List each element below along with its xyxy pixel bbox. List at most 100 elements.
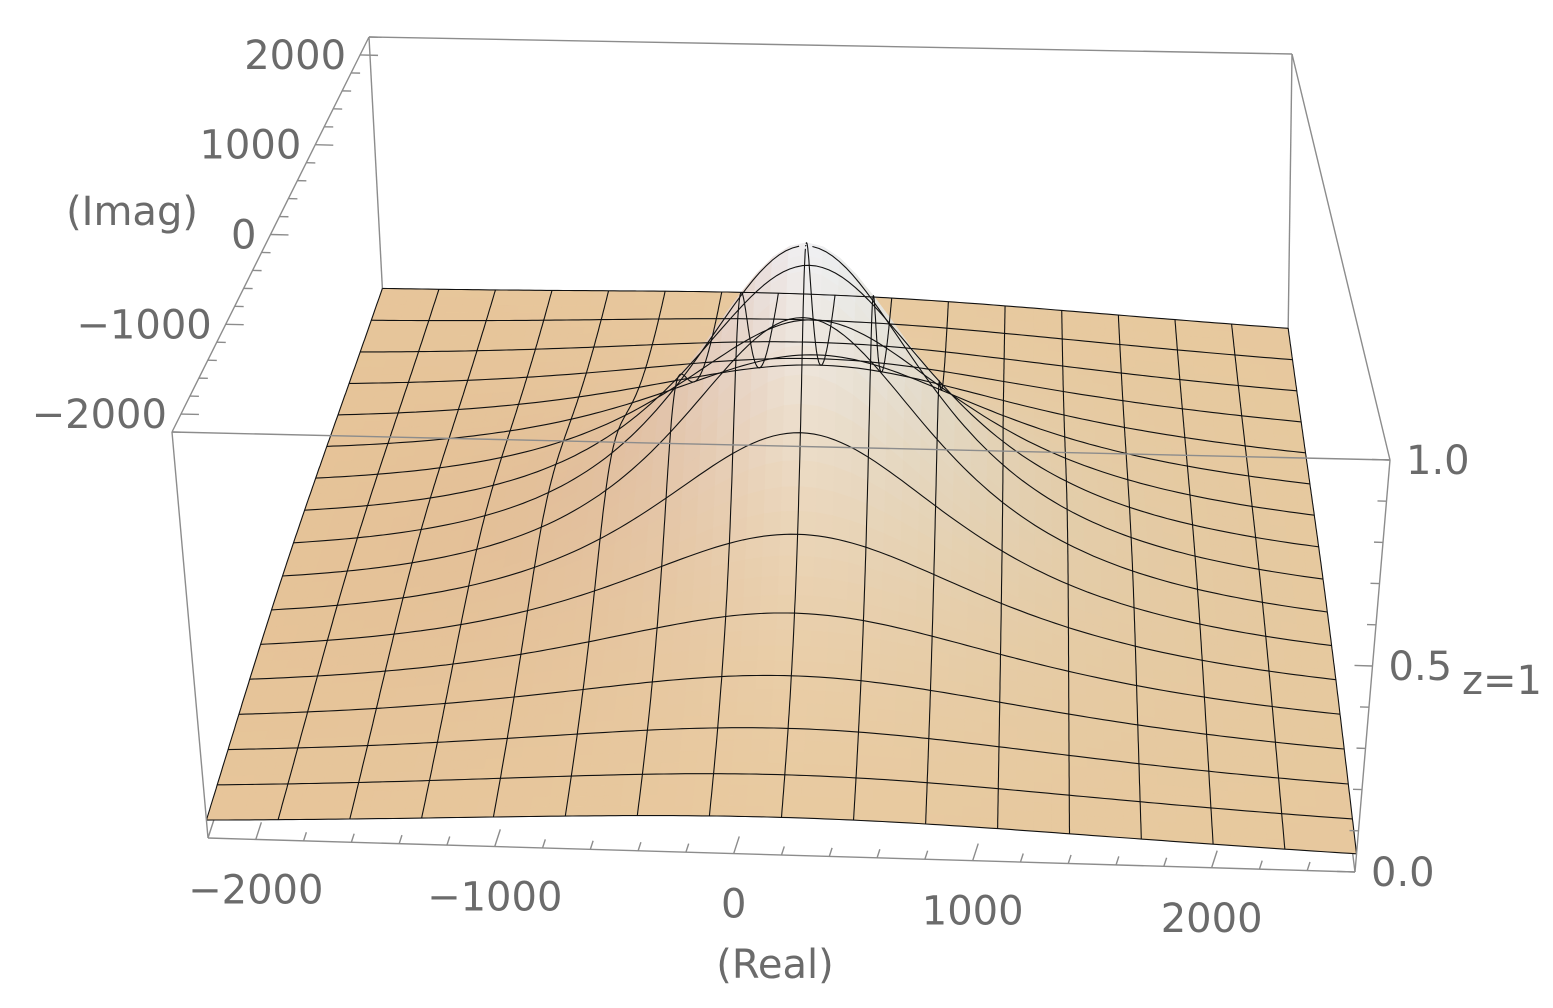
- surface-patch: [641, 326, 657, 333]
- surface-patch: [766, 434, 784, 465]
- surface-patch: [442, 799, 462, 809]
- surface-patch: [560, 305, 576, 312]
- surface-patch: [605, 298, 621, 305]
- surface-patch: [765, 461, 783, 490]
- surface-patch: [580, 699, 599, 712]
- surface-patch: [742, 614, 760, 632]
- surface-patch: [756, 675, 774, 689]
- surface-patch: [811, 614, 829, 632]
- surface-patch: [791, 661, 809, 676]
- surface-patch: [333, 737, 353, 747]
- surface-patch: [1266, 830, 1285, 840]
- surface-patch: [666, 705, 685, 718]
- surface-patch: [836, 809, 855, 820]
- surface-patch: [561, 354, 578, 362]
- surface-patch: [471, 739, 490, 750]
- surface-patch: [350, 736, 370, 746]
- surface-patch: [601, 312, 617, 319]
- surface-patch: [403, 734, 422, 744]
- surface-patch: [815, 513, 833, 539]
- x-minor-tick: [1020, 854, 1023, 863]
- surface-patch: [614, 319, 630, 326]
- surface-patch: [341, 773, 361, 783]
- surface-patch: [720, 292, 736, 299]
- surface-patch: [652, 667, 671, 682]
- frame-edge-back-7: [1292, 54, 1390, 460]
- surface-patch: [1105, 818, 1123, 829]
- surface-patch: [802, 318, 820, 349]
- surface-patch: [581, 334, 597, 341]
- surface-patch: [650, 693, 669, 707]
- surface-patch: [649, 291, 665, 298]
- surface-patch: [531, 356, 548, 364]
- surface-patch: [283, 730, 303, 740]
- surface-patch: [463, 779, 483, 789]
- surface-patch: [645, 741, 664, 753]
- surface-patch: [336, 792, 356, 802]
- surface-patch: [303, 720, 323, 730]
- z-tick-label: 1.0: [1406, 438, 1470, 484]
- surface-patch: [701, 703, 720, 716]
- surface-patch: [398, 753, 418, 763]
- surface-patch: [858, 732, 876, 745]
- surface-patch: [843, 679, 861, 694]
- surface-patch: [651, 680, 670, 694]
- surface-patch: [517, 305, 533, 313]
- surface-patch: [392, 336, 409, 344]
- surface-patch: [348, 746, 368, 756]
- surface-patch: [552, 334, 569, 342]
- surface-patch: [944, 795, 962, 807]
- surface-patch: [665, 717, 684, 730]
- surface-patch: [362, 690, 381, 701]
- surface-patch: [460, 305, 477, 313]
- surface-patch: [845, 634, 863, 652]
- surface-patch: [823, 717, 841, 731]
- surface-patch: [548, 348, 565, 356]
- x-minor-tick: [1116, 856, 1119, 865]
- surface-patch: [467, 759, 486, 770]
- surface-patch: [727, 806, 746, 817]
- surface-patch: [691, 806, 710, 816]
- surface-patch: [224, 811, 245, 820]
- surface-patch: [1283, 831, 1302, 841]
- surface-patch: [703, 306, 719, 313]
- surface-patch: [787, 728, 805, 741]
- surface-patch: [894, 723, 912, 737]
- x-minor-tick: [1259, 861, 1262, 870]
- surface-patch: [709, 600, 727, 619]
- surface-patch: [805, 729, 823, 742]
- surface-patch: [519, 298, 535, 306]
- surface-patch: [893, 747, 911, 760]
- surface-patch: [472, 729, 491, 740]
- surface-patch: [696, 763, 715, 774]
- surface-patch: [494, 335, 511, 343]
- surface-patch: [396, 687, 415, 698]
- surface-patch: [654, 332, 670, 339]
- surface-patch: [544, 313, 560, 320]
- surface-patch: [616, 312, 632, 319]
- surface-patch: [370, 800, 390, 810]
- surface-patch: [798, 511, 816, 535]
- surface-patch: [504, 350, 521, 358]
- surface-patch: [750, 751, 769, 763]
- surface-patch: [280, 739, 300, 749]
- surface-patch: [412, 771, 432, 781]
- surface-patch: [707, 633, 725, 650]
- surface-patch: [1232, 332, 1247, 341]
- surface-patch: [763, 807, 782, 818]
- surface-patch: [775, 646, 793, 662]
- surface-patch: [497, 788, 517, 798]
- surface-patch: [571, 765, 590, 776]
- surface-patch: [337, 656, 356, 666]
- surface-patch: [927, 772, 945, 784]
- surface-patch: [515, 787, 534, 797]
- surface-patch: [1333, 800, 1352, 810]
- surface-patch: [529, 363, 546, 371]
- surface-patch: [1279, 787, 1297, 797]
- surface-patch: [592, 743, 611, 755]
- surface-patch: [686, 319, 702, 326]
- surface-patch: [816, 462, 834, 492]
- surface-patch: [253, 713, 273, 723]
- surface-patch: [549, 796, 568, 806]
- surface-patch: [804, 741, 823, 753]
